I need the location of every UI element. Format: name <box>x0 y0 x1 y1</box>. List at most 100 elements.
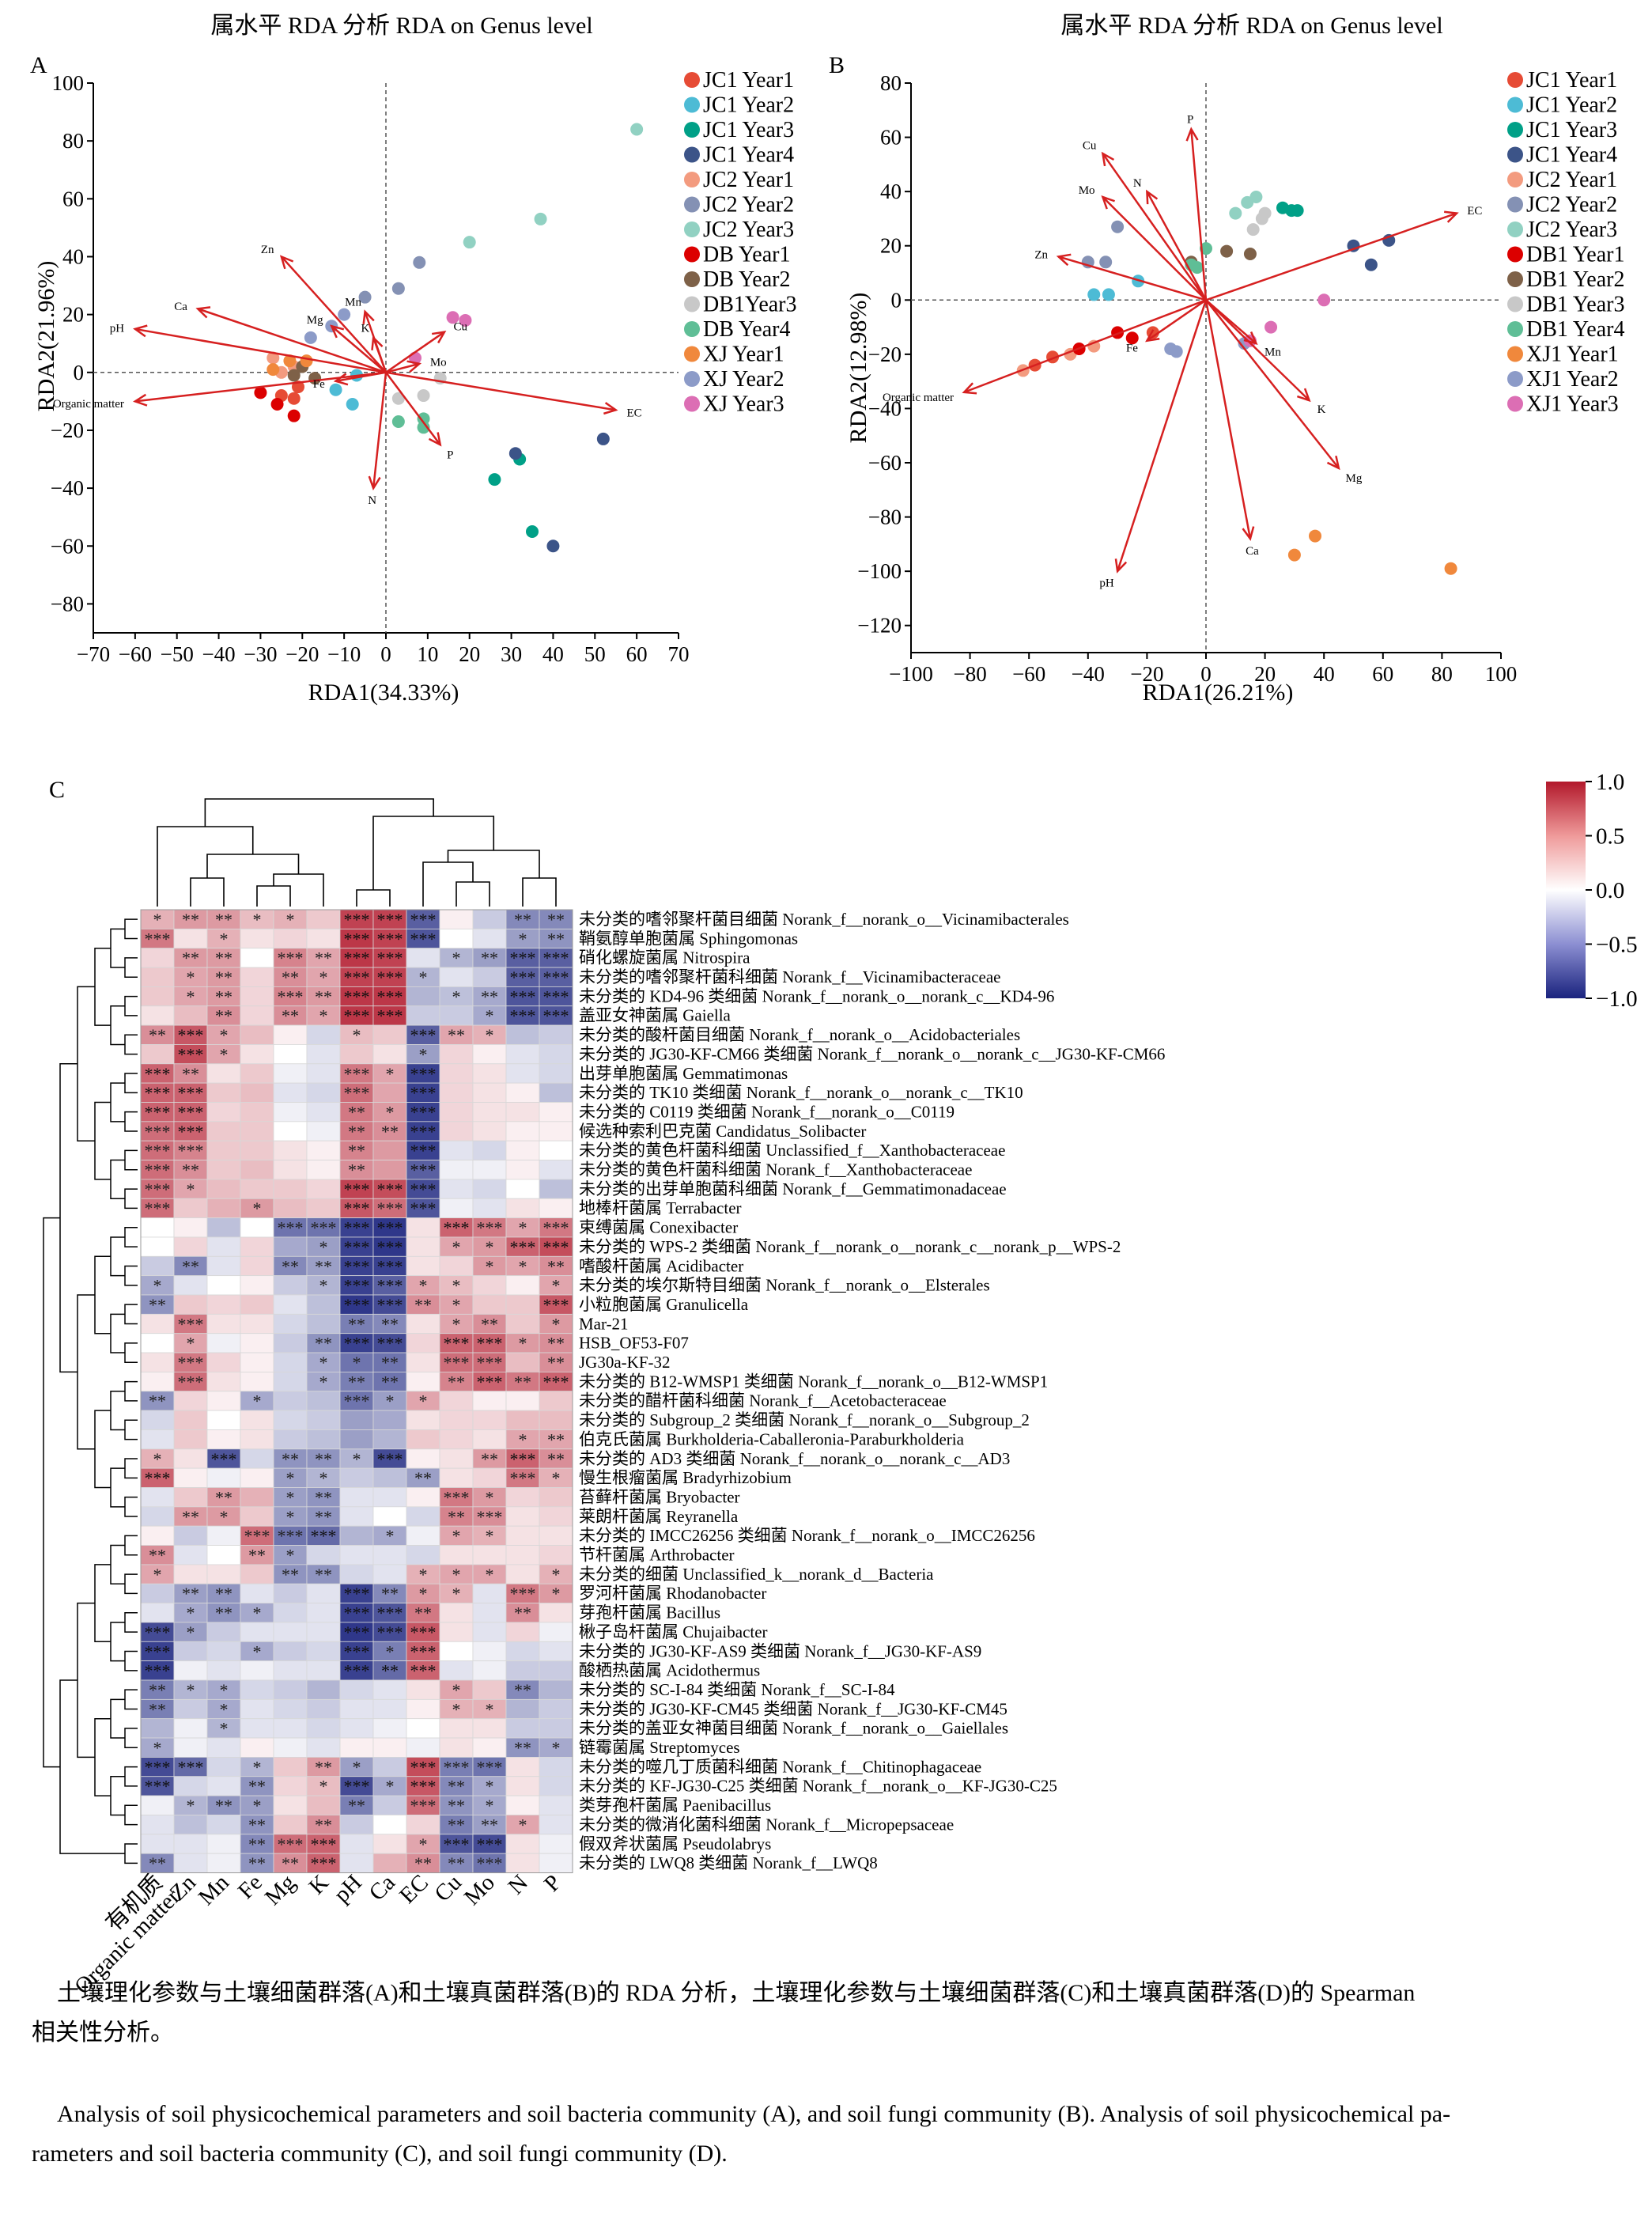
significance-mark: *** <box>410 1796 437 1815</box>
significance-mark: ** <box>348 1160 365 1180</box>
env-arrow-head <box>362 309 375 325</box>
heatmap-cell <box>240 1506 274 1527</box>
significance-mark: ** <box>547 1334 565 1353</box>
heatmap-cell <box>306 1082 341 1103</box>
significance-mark: ** <box>248 1815 266 1834</box>
env-arrow-label: Organic matter <box>883 392 954 404</box>
heatmap-cell <box>505 1236 540 1257</box>
dendrogram-link <box>110 1698 125 1739</box>
significance-mark: * <box>486 1487 494 1507</box>
heatmap-row-label: 楸子岛杆菌属 Chujaibacter <box>579 1622 768 1641</box>
colorbar-gradient <box>1546 782 1586 998</box>
heatmap-cell <box>206 1410 241 1430</box>
heatmap-cell <box>372 1236 407 1257</box>
significance-mark: ** <box>282 1256 299 1276</box>
significance-mark: *** <box>344 929 370 948</box>
dendrogram-link <box>124 1573 138 1595</box>
heatmap-cell <box>240 1487 274 1508</box>
significance-mark: * <box>552 1565 561 1584</box>
heatmap-cell <box>140 1506 175 1527</box>
env-arrow-label: Mn <box>345 297 361 309</box>
heatmap-cell <box>240 1448 274 1469</box>
heatmap-cell <box>439 1467 474 1488</box>
sample-point <box>1444 562 1457 575</box>
legend-label: DB1 Year1 <box>1526 243 1624 267</box>
significance-mark: * <box>153 1565 162 1584</box>
heatmap-cell <box>273 1564 308 1584</box>
heatmap-row-label: 未分类的 JG30-KF-CM66 类细菌 Norank_f__norank_o… <box>579 1044 1165 1063</box>
heatmap-cell <box>372 1795 407 1815</box>
heatmap-cell <box>206 1853 241 1873</box>
heatmap-cell <box>273 1044 308 1065</box>
significance-mark: *** <box>410 1064 437 1084</box>
significance-mark: * <box>452 1237 461 1257</box>
significance-mark: * <box>486 1777 494 1796</box>
significance-mark: ** <box>282 1006 299 1026</box>
significance-mark: *** <box>244 1526 270 1546</box>
legend-label: DB Year4 <box>703 317 790 342</box>
significance-mark: *** <box>410 1641 437 1661</box>
heatmap-cell <box>505 1776 540 1796</box>
heatmap-cell <box>472 1737 507 1758</box>
heatmap-cell <box>273 1275 308 1296</box>
significance-mark: *** <box>377 1449 403 1469</box>
heatmap-cell <box>306 1795 341 1815</box>
heatmap-cell <box>173 1198 208 1219</box>
heatmap-cell <box>339 1044 374 1065</box>
significance-mark: * <box>552 1584 561 1603</box>
dendrogram-link <box>110 1159 125 1199</box>
heatmap-row-label: 未分类的 SC-I-84 类细菌 Norank_f__SC-I-84 <box>579 1680 895 1699</box>
sample-point <box>338 308 351 321</box>
heatmap-cell <box>539 1583 573 1604</box>
heatmap-cell <box>240 1063 274 1084</box>
plot-b-title: 属水平 RDA 分析 RDA on Genus level <box>1060 13 1442 39</box>
heatmap-cell <box>372 1564 407 1584</box>
legend-marker <box>1507 122 1523 138</box>
heatmap-cell <box>140 1467 175 1488</box>
sample-point <box>534 212 547 225</box>
y-tick-label: −80 <box>51 592 84 615</box>
heatmap-cell <box>240 1024 274 1045</box>
spearman-heatmap-c: C * ** ** * * *** *** *** ** ***** * *** *** *** * ****… <box>43 770 1638 2000</box>
x-tick-label: 40 <box>1314 662 1335 686</box>
plot-a-letter: A <box>30 52 47 78</box>
significance-mark: * <box>452 1680 461 1700</box>
heatmap-cell <box>372 1160 407 1180</box>
heatmap-cell <box>406 1255 440 1277</box>
heatmap-cell <box>240 1603 274 1623</box>
heatmap-column-label: Mn <box>194 1869 234 1910</box>
significance-mark: ** <box>315 1487 332 1507</box>
legend-marker <box>1507 321 1523 337</box>
significance-mark: *** <box>410 929 437 948</box>
significance-mark: *** <box>178 1102 204 1122</box>
significance-mark: ** <box>414 1603 432 1623</box>
heatmap-cell <box>539 1660 573 1681</box>
dendrogram-link <box>124 1766 138 1787</box>
heatmap-cell <box>406 1776 440 1796</box>
heatmap-cell <box>539 1679 573 1700</box>
significance-mark: *** <box>477 1853 503 1873</box>
heatmap-cell <box>439 1102 474 1122</box>
heatmap-row-label: 未分类的 WPS-2 类细菌 Norank_f__norank_o__noran… <box>579 1237 1121 1256</box>
significance-mark: *** <box>178 1372 204 1391</box>
dendrogram-link <box>124 1111 138 1132</box>
x-tick-label: 70 <box>668 642 690 666</box>
heatmap-cell <box>505 1044 540 1065</box>
significance-mark: *** <box>410 1160 437 1180</box>
heatmap-cell <box>306 1391 341 1411</box>
heatmap-cell <box>273 986 308 1007</box>
significance-mark: *** <box>278 1526 304 1546</box>
heatmap-cell <box>339 1545 374 1565</box>
heatmap-cell <box>406 1352 440 1372</box>
significance-mark: ** <box>215 1584 232 1603</box>
dendrogram-link <box>110 1005 125 1046</box>
heatmap-cell <box>439 1121 474 1141</box>
env-arrow-label: Mo <box>1079 184 1095 197</box>
x-tick-label: −30 <box>244 642 277 666</box>
significance-mark: *** <box>344 1641 370 1661</box>
sample-point <box>1291 204 1304 218</box>
heatmap-cell <box>472 1179 507 1199</box>
heatmap-cell <box>173 1795 208 1815</box>
heatmap-row-label: 类芽孢杆菌属 Paenibacillus <box>579 1796 771 1815</box>
significance-mark: *** <box>477 1834 503 1854</box>
